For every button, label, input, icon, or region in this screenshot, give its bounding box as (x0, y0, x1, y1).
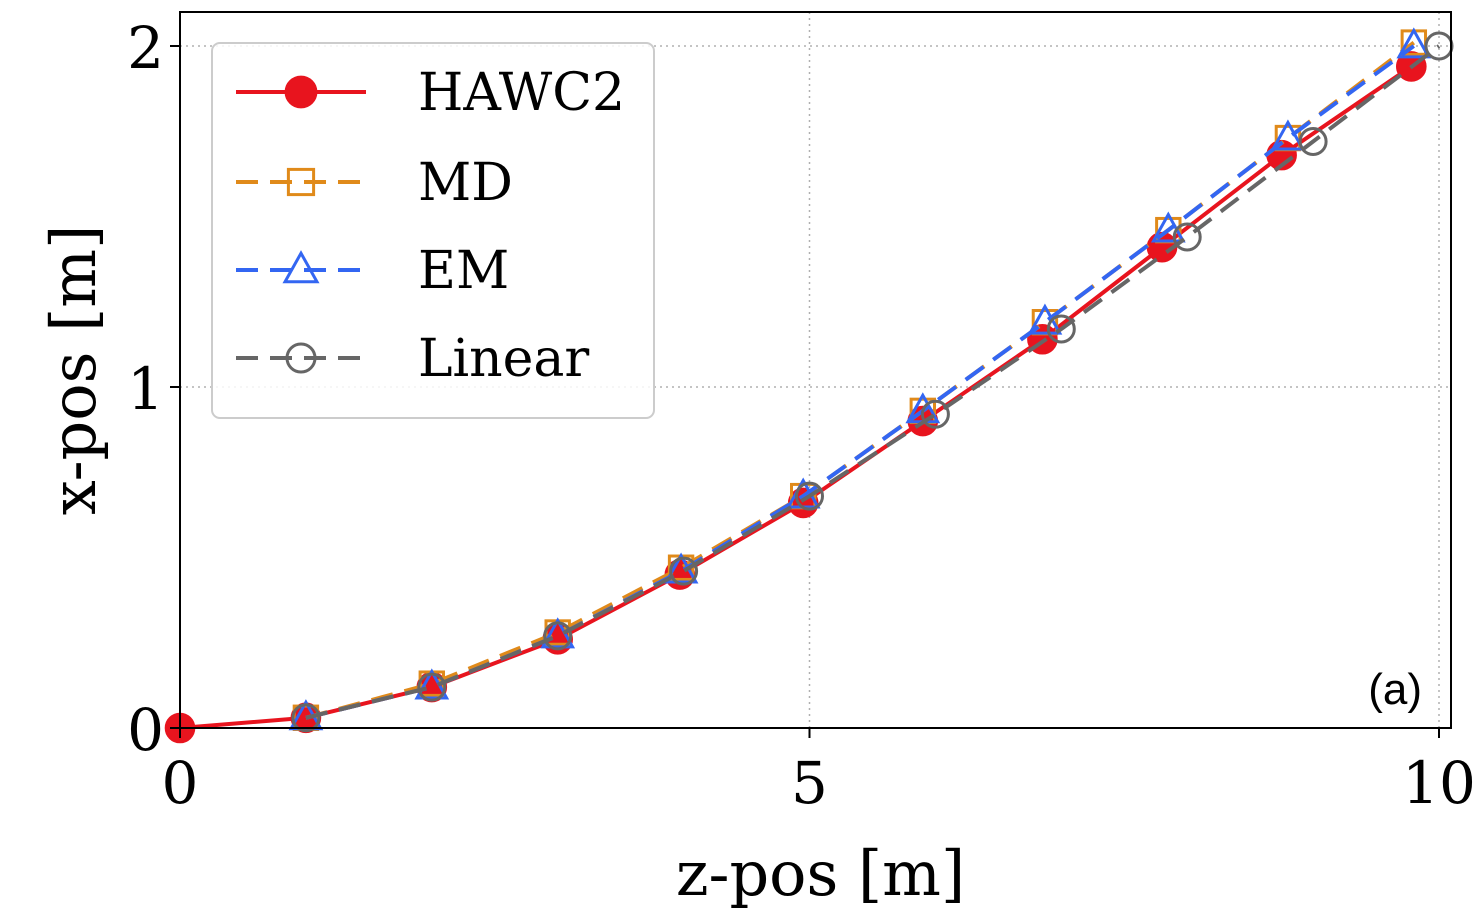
legend-item-hawc2: HAWC2 (236, 63, 625, 123)
series-line-em (305, 44, 1415, 720)
x-tick-label: 0 (162, 749, 199, 817)
legend-marker (286, 167, 316, 197)
data-point-linear (1298, 126, 1328, 156)
series-line-linear (305, 44, 1441, 720)
plot-area-frame (179, 11, 1452, 729)
data-point-em (1270, 119, 1306, 151)
legend-item-linear: Linear (236, 329, 589, 389)
y-tick-label: 1 (127, 355, 164, 423)
legend-item-md: MD (236, 153, 513, 213)
legend-box (211, 42, 655, 419)
legend-label: EM (418, 241, 509, 301)
axis-ticks: 0 5 10 0 1 2 (127, 14, 1476, 817)
legend-marker (285, 342, 317, 374)
data-point-em (1396, 27, 1432, 59)
data-point-linear (417, 672, 447, 702)
data-point-linear (1172, 222, 1202, 252)
legend: HAWC2 MD EM Linear (211, 42, 655, 419)
data-point-linear (920, 399, 950, 429)
panel-label: (a) (1368, 665, 1422, 714)
data-point-linear (795, 481, 824, 511)
series-linear (291, 31, 1454, 733)
data-point-linear (291, 703, 321, 733)
legend-item-em: EM (236, 241, 509, 301)
data-point-linear (543, 621, 573, 651)
y-tick-label: 0 (127, 696, 164, 764)
data-point-em (1150, 211, 1186, 243)
legend-marker (282, 250, 320, 284)
x-axis-label: z-pos [m] (676, 837, 965, 910)
legend-marker (284, 75, 318, 109)
x-tick-label: 10 (1402, 749, 1476, 817)
x-tick-label: 5 (791, 749, 828, 817)
data-point-linear (669, 556, 699, 586)
legend-label: MD (418, 153, 513, 213)
legend-label: HAWC2 (418, 63, 625, 123)
y-axis-label: x-pos [m] (37, 225, 110, 516)
y-tick-label: 2 (127, 14, 164, 82)
legend-label: Linear (418, 329, 589, 389)
data-point-linear (1046, 314, 1076, 344)
